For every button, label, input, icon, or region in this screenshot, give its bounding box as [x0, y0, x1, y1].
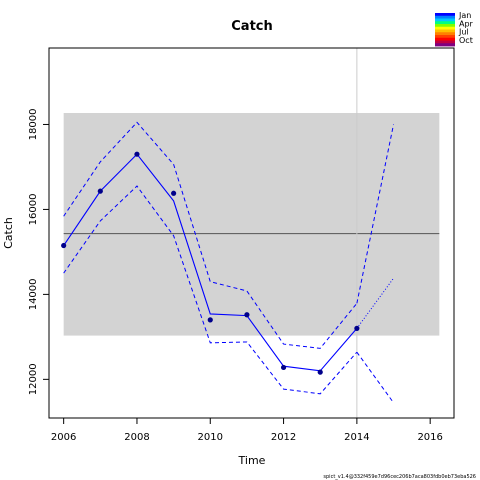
legend-color-swatch — [435, 24, 455, 28]
legend-color-swatch — [435, 26, 455, 30]
forecast-estimate-line — [356, 277, 394, 329]
band-rect — [63, 112, 440, 336]
legend-color-swatch — [435, 43, 455, 47]
legend-color-swatch — [435, 15, 455, 19]
x-tick-label: 2006 — [51, 432, 76, 443]
legend-label: Apr — [459, 19, 474, 28]
legend-color-swatch — [435, 21, 455, 25]
y-axis-label: Catch — [2, 217, 15, 249]
y-tick-label: 14000 — [28, 278, 39, 310]
legend-label: Jan — [458, 11, 471, 20]
y-tick-label: 12000 — [28, 363, 39, 395]
y-tick-label: 18000 — [28, 109, 39, 141]
data-point — [134, 151, 140, 157]
data-point — [171, 190, 177, 196]
estimate-line — [63, 153, 358, 372]
data-point — [61, 242, 67, 249]
plot-frame — [48, 47, 455, 419]
footer-note: spict_v1.4@332f459e7d96cec206b7aca803fdb… — [323, 474, 476, 480]
data-point — [97, 188, 103, 194]
legend-label: Jul — [458, 28, 469, 37]
data-point — [280, 364, 287, 371]
data-point — [354, 325, 360, 331]
forecast-lower-line — [356, 351, 394, 404]
legend-label: Oct — [459, 36, 473, 45]
x-tick-label: 2016 — [417, 432, 442, 443]
x-axis-label: Time — [238, 454, 266, 467]
legend-color-swatch — [435, 32, 455, 36]
y-tick-label: 16000 — [28, 194, 39, 226]
legend-color-swatch — [435, 29, 455, 33]
x-tick-label: 2010 — [198, 432, 223, 443]
legend-color-swatch — [435, 40, 455, 44]
x-tick-label: 2012 — [271, 432, 296, 443]
legend-color-swatch — [435, 35, 455, 39]
chart-title: Catch — [231, 19, 273, 34]
legend-color-swatch — [435, 13, 455, 17]
data-point — [207, 317, 213, 323]
plot-area: 2006 2008 2010 2012 2014 2016 12000 14000 16000 1… — [28, 47, 455, 443]
x-tick-label: 2008 — [124, 432, 149, 443]
legend-color-swatch — [435, 37, 455, 41]
legend-color-swatch — [435, 18, 455, 22]
forecast-upper-line — [356, 124, 395, 304]
lower-ci-line — [63, 185, 358, 395]
data-point — [317, 369, 323, 375]
data-point — [244, 312, 250, 318]
x-tick-label: 2014 — [344, 432, 369, 443]
